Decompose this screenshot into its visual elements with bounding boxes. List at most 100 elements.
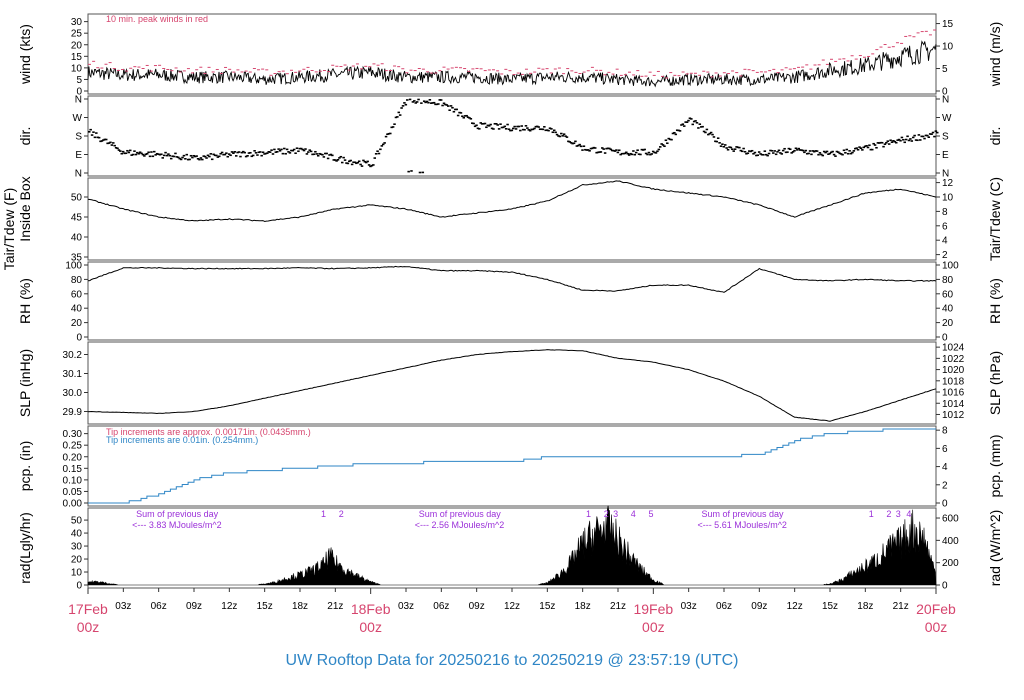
- dir-ytick-label-right: N: [942, 95, 949, 106]
- x-tick-label: 12z: [787, 601, 803, 612]
- rad-ytick-label-left: 0: [76, 581, 82, 592]
- pcp-ytick-label-left: 0.25: [63, 441, 83, 452]
- slp-ytick-label-right: 1024: [942, 343, 965, 354]
- slp-ytick-label-right: 1012: [942, 410, 965, 421]
- panel-wind: wind (kts) wind (m/s)05101520253005101510…: [17, 13, 1003, 98]
- rh-ytick-label-right: 0: [942, 333, 948, 344]
- pcp-ytick-label-left: 0.15: [63, 464, 83, 475]
- rad-peak-marker: 2: [886, 509, 891, 519]
- rad-peak-marker: 4: [631, 509, 636, 519]
- wind-ytick-label-left: 0: [76, 87, 82, 98]
- rad-series-area: [87, 505, 937, 586]
- dir-ytick-label-left: N: [75, 95, 82, 106]
- rad-daily-sum-value: <--- 3.83 MJoules/m^2: [132, 520, 222, 530]
- x-tick-label: 18z: [857, 601, 873, 612]
- pcp-ytick-label-right: 6: [942, 444, 948, 455]
- x-tick-label: 09z: [186, 601, 202, 612]
- dir-ylabel-right: dir.: [987, 127, 1003, 146]
- wind-ytick-label-left: 20: [71, 40, 83, 51]
- wind-ytick-label-right: 0: [942, 87, 948, 98]
- temp-ytick-label-right: 4: [942, 236, 948, 247]
- pcp-ytick-label-right: 8: [942, 426, 948, 437]
- wind-note: 10 min. peak winds in red: [106, 14, 208, 24]
- pcp-ylabel-right: pcp. (mm): [987, 435, 1003, 498]
- wind-ytick-label-right: 15: [942, 19, 954, 30]
- panel-rad: rad(Lgly/hr) rad (W/m^2) 0 10 20 30 40 50 0 200 40…: [17, 505, 1003, 592]
- slp-ylabel-right: SLP (hPa): [987, 351, 1003, 415]
- x-day-label: 19Feb: [633, 601, 673, 617]
- x-tick-label: 06z: [151, 601, 167, 612]
- x-day-hour-label: 00z: [77, 619, 100, 635]
- dir-ytick-label-left: N: [75, 169, 82, 180]
- rad-ytick-label-right: 600: [942, 514, 959, 525]
- rad-ytick-label-left: 50: [71, 516, 83, 527]
- rad-ytick-label-right: 200: [942, 558, 959, 569]
- rad-ytick-label-left: 20: [71, 555, 83, 566]
- wind-ytick-label-left: 10: [71, 63, 83, 74]
- slp-ytick-label-right: 1016: [942, 388, 965, 399]
- wind-ytick-label-left: 30: [71, 17, 83, 28]
- temp-frame: [87, 177, 937, 261]
- x-day-hour-label: 00z: [359, 619, 382, 635]
- rad-peak-marker: 1: [869, 509, 874, 519]
- wind-ylabel-right: wind (m/s): [987, 22, 1003, 88]
- temp-ytick-label-left: 40: [71, 233, 83, 244]
- pcp-ytick-label-left: 0.05: [63, 487, 83, 498]
- temp-ytick-label-left: 50: [71, 193, 83, 204]
- dir-ytick-label-left: S: [75, 132, 82, 143]
- x-tick-label: 21z: [327, 601, 343, 612]
- temp-ylabel-left: Tair/Tdew (F): [1, 188, 17, 270]
- pcp-note-red: Tip increments are approx. 0.00171in. (0…: [106, 427, 311, 437]
- slp-frame: [87, 341, 937, 425]
- rh-ytick-label-right: 20: [942, 318, 954, 329]
- temp-ytick-label-right: 10: [942, 193, 954, 204]
- panel-rh: RH (%) RH (%) 0 20 40 60 80 100 0 20 40 60 80 100: [17, 261, 1003, 344]
- temp-ylabel-right: Tair/Tdew (C): [987, 177, 1003, 261]
- x-tick-label: 09z: [751, 601, 767, 612]
- dir-ytick-label-right: N: [942, 169, 949, 180]
- x-tick-label: 15z: [539, 601, 555, 612]
- rad-peak-marker: 4: [906, 509, 911, 519]
- temp-ytick-label-right: 6: [942, 221, 948, 232]
- slp-ytick-label-right: 1018: [942, 376, 965, 387]
- rh-series-line: [87, 265, 937, 293]
- x-tick-label: 18z: [292, 601, 308, 612]
- wind-series-line: [87, 40, 937, 88]
- pcp-series-line: [88, 428, 936, 504]
- rh-ylabel-right: RH (%): [987, 278, 1003, 324]
- dir-ytick-label-right: W: [942, 113, 952, 124]
- rh-ylabel-left: RH (%): [17, 278, 33, 324]
- rad-peak-marker: 1: [321, 509, 326, 519]
- rad-peak-marker: 1: [586, 509, 591, 519]
- x-tick-label: 12z: [504, 601, 520, 612]
- wind-ytick-label-left: 5: [76, 75, 82, 86]
- rh-ytick-label-left: 60: [71, 289, 83, 300]
- x-day-label: 20Feb: [916, 601, 956, 617]
- slp-ytick-label-right: 1022: [942, 354, 965, 365]
- rad-daily-sum-label: Sum of previous day: [419, 509, 502, 519]
- temp-ylabel-left-line2: Inside Box: [17, 176, 33, 241]
- dir-ytick-label-left: E: [75, 150, 82, 161]
- dir-ytick-label-right: E: [942, 150, 949, 161]
- dir-ytick-label-left: W: [73, 113, 83, 124]
- x-tick-label: 03z: [398, 601, 414, 612]
- footer-title: UW Rooftop Data for 20250216 to 20250219…: [286, 652, 739, 669]
- slp-ytick-label-right: 1020: [942, 365, 965, 376]
- x-day-hour-label: 00z: [642, 619, 665, 635]
- pcp-ytick-label-right: 2: [942, 480, 948, 491]
- temp-ytick-label-left: 35: [71, 253, 83, 264]
- panel-slp: SLP (inHg) SLP (hPa)29.930.030.130.210121…: [17, 341, 1003, 425]
- x-tick-label: 06z: [716, 601, 732, 612]
- wind-ylabel-left: wind (kts): [17, 24, 33, 85]
- pcp-ytick-label-left: 0.30: [63, 429, 83, 440]
- rh-ytick-label-left: 20: [71, 318, 83, 329]
- pcp-ytick-label-right: 0: [942, 499, 948, 510]
- rad-daily-sum-label: Sum of previous day: [701, 509, 784, 519]
- rad-daily-sum-value: <--- 2.56 MJoules/m^2: [415, 520, 505, 530]
- x-tick-label: 21z: [893, 601, 909, 612]
- rad-peak-marker: 3: [613, 509, 618, 519]
- rad-peak-marker: 3: [896, 509, 901, 519]
- x-tick-label: 06z: [433, 601, 449, 612]
- rh-frame: [87, 261, 937, 341]
- rh-ytick-label-left: 0: [76, 333, 82, 344]
